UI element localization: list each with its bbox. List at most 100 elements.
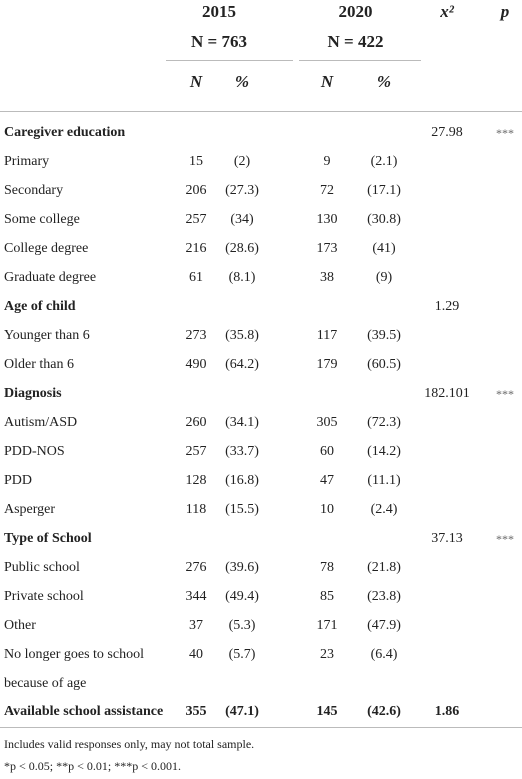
table-row: Available school assistance 355 (47.1) 145 (…: [0, 698, 522, 727]
cell: 145: [316, 704, 338, 719]
table-row: Graduate degree 61 (8.1) 38 (9): [0, 264, 522, 293]
cell: 61: [189, 270, 203, 285]
table-row: Private school 344 (49.4) 85 (23.8): [0, 583, 522, 612]
cell: 305: [316, 415, 338, 430]
cell: 117: [316, 328, 338, 343]
row-label: PDD: [4, 473, 33, 488]
row-label: College degree: [4, 241, 89, 256]
stat-header: p: [500, 2, 510, 21]
cell: 257: [185, 444, 207, 459]
subcolumn-header: %: [234, 72, 250, 91]
cell: (35.8): [225, 328, 259, 343]
group-year: 2015: [202, 2, 236, 21]
row-label: Some college: [4, 212, 80, 227]
cell: 276: [185, 560, 207, 575]
cell: (5.7): [228, 647, 256, 662]
table-row: Asperger 118 (15.5) 10 (2.4): [0, 496, 522, 525]
cell: 273: [185, 328, 207, 343]
table-row: Diagnosis 182.101 ***: [0, 380, 522, 409]
table-row: Caregiver education 27.98 ***: [0, 119, 522, 148]
cell: 1.29: [434, 299, 460, 314]
row-label: No longer goes to school because of age: [4, 647, 144, 691]
row-label: Primary: [4, 154, 50, 169]
cell: 85: [320, 589, 334, 604]
cell: (9): [375, 270, 393, 285]
row-label: Asperger: [4, 502, 56, 517]
cell: 257: [185, 212, 207, 227]
row-label: Private school: [4, 589, 84, 604]
cell: 130: [316, 212, 338, 227]
cell: (17.1): [367, 183, 401, 198]
table-row: Age of child 1.29: [0, 293, 522, 322]
table-row: Primary 15 (2) 9 (2.1): [0, 148, 522, 177]
row-label: Age of child: [4, 299, 76, 314]
cell: (28.6): [225, 241, 259, 256]
table-row: Secondary 206 (27.3) 72 (17.1): [0, 177, 522, 206]
p-value: ***: [496, 126, 514, 140]
cell: (39.5): [367, 328, 401, 343]
cell: (41): [372, 241, 396, 256]
cell: (42.6): [367, 704, 401, 719]
cell: 118: [185, 502, 207, 517]
table-row: No longer goes to school because of age 4…: [0, 641, 522, 698]
cell: 260: [185, 415, 207, 430]
table-row: Younger than 6 273 (35.8) 117 (39.5): [0, 322, 522, 351]
cell: 37.13: [431, 531, 463, 546]
cell: (5.3): [228, 618, 256, 633]
cell: (30.8): [367, 212, 401, 227]
cell: (72.3): [367, 415, 401, 430]
cell: (27.3): [225, 183, 259, 198]
row-label: Graduate degree: [4, 270, 97, 285]
cell: 216: [185, 241, 207, 256]
row-label: Autism/ASD: [4, 415, 78, 430]
cell: 60: [320, 444, 334, 459]
p-value: ***: [496, 387, 514, 401]
cell: 179: [316, 357, 338, 372]
row-label: Type of School: [4, 531, 92, 546]
row-label: Other: [4, 618, 36, 633]
cell: 182.101: [424, 386, 470, 401]
footnote: Includes valid responses only, may not t…: [4, 737, 255, 751]
cell: 128: [185, 473, 207, 488]
row-label: Secondary: [4, 183, 64, 198]
cell: (14.2): [367, 444, 401, 459]
group-rule: [166, 60, 293, 61]
row-label: PDD-NOS: [4, 444, 65, 459]
table-row: Some college 257 (34) 130 (30.8): [0, 206, 522, 235]
cell: 206: [185, 183, 207, 198]
row-label: Diagnosis: [4, 386, 62, 401]
cell: (2.1): [370, 154, 398, 169]
cell: (23.8): [367, 589, 401, 604]
row-label: Available school assistance: [4, 704, 164, 719]
cell: (8.1): [228, 270, 256, 285]
cell: (6.4): [370, 647, 398, 662]
p-value: ***: [496, 532, 514, 546]
cell: (49.4): [225, 589, 259, 604]
cell: (64.2): [225, 357, 259, 372]
cell: 344: [185, 589, 207, 604]
cell: (33.7): [225, 444, 259, 459]
cell: 47: [320, 473, 334, 488]
table-row: Older than 6 490 (64.2) 179 (60.5): [0, 351, 522, 380]
cell: 173: [316, 241, 338, 256]
row-label: Caregiver education: [4, 125, 126, 140]
cell: (34.1): [225, 415, 259, 430]
footnote: *p < 0.05; **p < 0.01; ***p < 0.001.: [4, 759, 181, 773]
cell: 37: [189, 618, 203, 633]
row-label: Older than 6: [4, 357, 74, 372]
cell: 355: [185, 704, 207, 719]
table-row: Other 37 (5.3) 171 (47.9): [0, 612, 522, 641]
group-rule: [299, 60, 421, 61]
cell: 15: [189, 154, 203, 169]
cell: 171: [316, 618, 338, 633]
table-row: Public school 276 (39.6) 78 (21.8): [0, 554, 522, 583]
group-year: 2020: [338, 2, 373, 21]
cell: (2): [233, 154, 251, 169]
cell: 1.86: [434, 704, 460, 719]
cell: 23: [320, 647, 334, 662]
subcolumn-header: N: [189, 72, 203, 91]
header-rule: [0, 111, 522, 112]
table-row: Type of School 37.13 ***: [0, 525, 522, 554]
table-row: College degree 216 (28.6) 173 (41): [0, 235, 522, 264]
